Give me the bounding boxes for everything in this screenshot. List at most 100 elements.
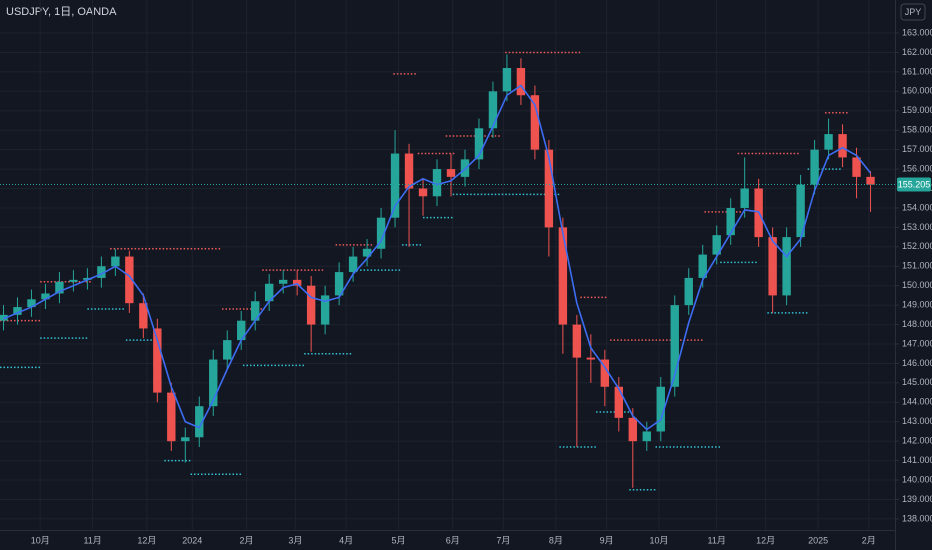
candle-body — [13, 307, 22, 315]
candle-body — [292, 279, 302, 286]
candle-body — [698, 254, 707, 278]
x-tick-label: 12月 — [756, 535, 775, 545]
x-tick-label: 7月 — [496, 535, 510, 545]
candle-body — [209, 359, 218, 407]
y-tick-label: 158.000 — [902, 125, 932, 135]
y-tick-label: 152.000 — [902, 241, 932, 251]
chart-title: USDJPY, 1日, OANDA — [6, 6, 117, 18]
candle-body — [97, 266, 106, 278]
x-tick-label: 2025 — [808, 535, 828, 545]
candle-body — [796, 184, 805, 238]
x-tick-label: 11月 — [83, 535, 101, 545]
x-tick-label: 8月 — [549, 535, 563, 545]
y-tick-label: 145.000 — [902, 377, 932, 387]
candle-body — [628, 417, 637, 442]
currency-label[interactable]: JPY — [905, 7, 922, 17]
candle-body — [446, 169, 456, 177]
candle-body — [139, 303, 148, 329]
y-tick-label: 139.000 — [902, 494, 932, 504]
y-tick-label: 149.000 — [902, 300, 932, 310]
y-tick-label: 162.000 — [902, 47, 932, 57]
x-tick-label: 4月 — [339, 535, 353, 545]
candle-body — [726, 207, 735, 236]
candle-body — [195, 406, 204, 438]
candle-body — [614, 386, 624, 418]
y-tick-label: 147.000 — [902, 338, 932, 348]
moving-average — [3, 84, 872, 431]
x-tick-label: 12月 — [137, 535, 156, 545]
x-tick-label: 10月 — [31, 535, 50, 545]
candle-body — [362, 248, 372, 257]
x-tick-label: 2月 — [862, 535, 876, 545]
y-tick-label: 157.000 — [902, 144, 932, 154]
candle-body — [572, 324, 582, 358]
candle-body — [642, 431, 651, 442]
candle-body — [278, 279, 288, 284]
candle-body — [223, 340, 232, 360]
y-tick-label: 159.000 — [902, 105, 932, 115]
candle-body — [684, 277, 693, 306]
candle-body — [516, 68, 526, 96]
y-tick-label: 160.000 — [902, 86, 932, 96]
y-tick-label: 151.000 — [902, 261, 932, 271]
x-tick-label: 9月 — [600, 535, 614, 545]
candle-body — [852, 157, 861, 177]
candle-body — [237, 320, 246, 341]
candle-body — [656, 386, 665, 432]
candle-body — [530, 95, 540, 150]
x-tick-label: 5月 — [392, 535, 406, 545]
candle-body — [404, 153, 414, 189]
x-tick-label: 2月 — [239, 535, 253, 545]
y-tick-label: 146.000 — [902, 358, 932, 368]
x-tick-label: 11月 — [708, 535, 726, 545]
y-tick-label: 156.000 — [902, 163, 932, 173]
y-tick-label: 153.000 — [902, 222, 932, 232]
candle-body — [670, 305, 679, 387]
candle-body — [111, 256, 120, 267]
candle-body — [348, 256, 358, 273]
candle-body — [69, 279, 78, 282]
candle-body — [740, 188, 749, 208]
y-tick-label: 163.000 — [902, 27, 932, 37]
candle-body — [83, 277, 92, 280]
x-tick-label: 6月 — [446, 535, 460, 545]
y-tick-label: 150.000 — [902, 280, 932, 290]
candle-body — [810, 149, 819, 185]
candle-body — [167, 392, 176, 442]
x-tick-label: 2024 — [182, 535, 202, 545]
candle-body — [27, 299, 36, 308]
y-tick-label: 144.000 — [902, 397, 932, 407]
candle-body — [432, 169, 442, 197]
y-tick-label: 141.000 — [902, 455, 932, 465]
y-tick-label: 161.000 — [902, 66, 932, 76]
candle-body — [251, 301, 260, 321]
candle-body — [55, 281, 64, 294]
candle-body — [334, 272, 344, 296]
candle-body — [712, 235, 721, 255]
candle-body — [320, 295, 330, 325]
candle-body — [390, 153, 400, 218]
y-tick-label: 138.000 — [902, 513, 932, 523]
candle-body — [838, 134, 847, 158]
candle-body — [600, 359, 610, 387]
candle-body — [306, 285, 316, 325]
candle-body — [782, 237, 791, 296]
currency-button[interactable] — [900, 3, 926, 21]
candle-body — [502, 68, 512, 92]
candle-body — [488, 91, 498, 129]
last-price-box — [897, 177, 931, 192]
last-price-label: 155.205 — [898, 179, 931, 189]
y-tick-label: 148.000 — [902, 319, 932, 329]
y-tick-label: 140.000 — [902, 474, 932, 484]
candle-body — [544, 149, 554, 228]
candle-body — [558, 227, 568, 325]
candle-body — [376, 217, 386, 249]
candle-body — [586, 357, 596, 360]
candle-body — [474, 128, 484, 160]
y-tick-label: 142.000 — [902, 436, 932, 446]
candle-body — [768, 237, 777, 296]
candle-body — [418, 188, 428, 197]
candle-body — [824, 134, 833, 150]
